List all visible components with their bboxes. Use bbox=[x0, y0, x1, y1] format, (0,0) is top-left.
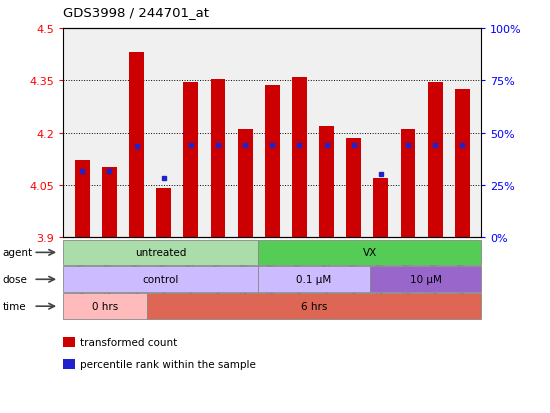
Bar bbox=[373, 178, 388, 237]
Bar bbox=[319, 126, 334, 237]
Text: time: time bbox=[3, 301, 26, 311]
Bar bbox=[265, 86, 280, 237]
Text: 10 μM: 10 μM bbox=[410, 275, 442, 285]
Text: VX: VX bbox=[362, 248, 377, 258]
Bar bbox=[292, 78, 307, 237]
Bar bbox=[455, 90, 470, 237]
Text: percentile rank within the sample: percentile rank within the sample bbox=[80, 359, 256, 369]
Text: 6 hrs: 6 hrs bbox=[301, 301, 327, 311]
Bar bbox=[238, 130, 252, 237]
Bar bbox=[102, 168, 117, 237]
Bar bbox=[156, 189, 171, 237]
Bar bbox=[346, 138, 361, 237]
Text: transformed count: transformed count bbox=[80, 337, 177, 347]
Text: agent: agent bbox=[3, 248, 33, 258]
Text: 0.1 μM: 0.1 μM bbox=[296, 275, 332, 285]
Bar bbox=[183, 83, 199, 237]
Bar bbox=[75, 161, 90, 237]
Text: dose: dose bbox=[3, 275, 28, 285]
Text: untreated: untreated bbox=[135, 248, 186, 258]
Text: GDS3998 / 244701_at: GDS3998 / 244701_at bbox=[63, 6, 209, 19]
Text: control: control bbox=[142, 275, 179, 285]
Bar bbox=[400, 130, 415, 237]
Bar bbox=[129, 53, 144, 237]
Bar bbox=[428, 83, 443, 237]
Text: 0 hrs: 0 hrs bbox=[92, 301, 118, 311]
Bar bbox=[211, 79, 226, 237]
